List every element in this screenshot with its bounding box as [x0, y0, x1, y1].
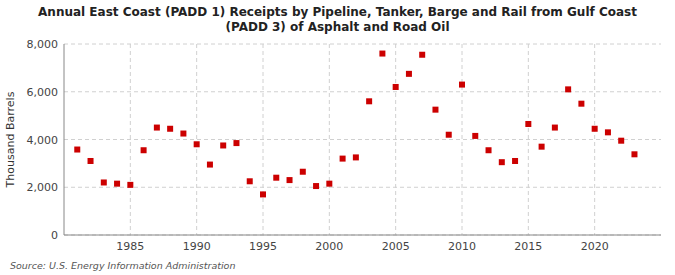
point — [366, 98, 372, 104]
point — [379, 51, 385, 57]
y-tick-label: 8,000 — [27, 38, 59, 51]
title-line: (PADD 3) of Asphalt and Road Oil — [225, 20, 449, 34]
y-grid-line — [64, 235, 661, 236]
point — [459, 82, 465, 88]
point — [525, 121, 531, 127]
point — [446, 132, 452, 138]
y-tick-label: 4,000 — [27, 134, 59, 147]
x-axis-line — [64, 235, 661, 236]
x-grid-line — [528, 44, 529, 235]
point — [247, 178, 253, 184]
point — [101, 179, 107, 185]
x-grid-line — [196, 44, 197, 235]
point — [605, 129, 611, 135]
point — [287, 177, 293, 183]
grid — [64, 44, 661, 235]
point — [340, 156, 346, 162]
x-tick-label: 2010 — [448, 240, 476, 253]
point — [180, 131, 186, 137]
point — [127, 182, 133, 188]
point — [539, 144, 545, 150]
point — [141, 147, 147, 153]
point — [260, 191, 266, 197]
y-tick-label: 0 — [51, 229, 58, 242]
y-tick-label: 2,000 — [27, 181, 59, 194]
x-tick-label: 2000 — [315, 240, 343, 253]
chart-container: Annual East Coast (PADD 1) Receipts by P… — [0, 0, 675, 275]
point — [486, 147, 492, 153]
x-tick-label: 1995 — [249, 240, 277, 253]
point — [432, 107, 438, 113]
point — [154, 125, 160, 131]
chart-svg: Annual East Coast (PADD 1) Receipts by P… — [0, 0, 675, 275]
point — [194, 141, 200, 147]
y-axis-label: Thousand Barrels — [4, 91, 17, 188]
x-grid-line — [594, 44, 595, 235]
point — [313, 183, 319, 189]
x-tick-label: 1990 — [183, 240, 211, 253]
point — [88, 158, 94, 164]
point — [207, 162, 213, 168]
point — [499, 159, 505, 165]
point — [565, 86, 571, 92]
point — [233, 140, 239, 146]
source-note: Source: U.S. Energy Information Administ… — [10, 260, 235, 271]
y-axis-line — [64, 44, 65, 235]
points — [74, 51, 637, 198]
point — [393, 84, 399, 90]
point — [273, 175, 279, 181]
point — [578, 101, 584, 107]
y-tick-label: 6,000 — [27, 86, 59, 99]
point — [618, 138, 624, 144]
x-grid-line — [395, 44, 396, 235]
y-grid-line — [64, 91, 661, 92]
point — [326, 181, 332, 187]
y-grid-line — [64, 44, 661, 45]
point — [300, 169, 306, 175]
y-grid-line — [64, 139, 661, 140]
point — [353, 154, 359, 160]
x-grid-line — [329, 44, 330, 235]
point — [472, 133, 478, 139]
title-line: Annual East Coast (PADD 1) Receipts by P… — [38, 5, 637, 19]
point — [114, 181, 120, 187]
x-tick-label: 1985 — [116, 240, 144, 253]
title: Annual East Coast (PADD 1) Receipts by P… — [38, 5, 637, 34]
point — [220, 142, 226, 148]
x-grid-line — [462, 44, 463, 235]
x-tick-label: 2015 — [514, 240, 542, 253]
x-grid-line — [263, 44, 264, 235]
point — [512, 158, 518, 164]
point — [552, 125, 558, 131]
y-grid-line — [64, 187, 661, 188]
point — [592, 126, 598, 132]
x-grid-line — [130, 44, 131, 235]
point — [74, 147, 80, 153]
x-tick-label: 2005 — [382, 240, 410, 253]
point — [167, 126, 173, 132]
point — [631, 151, 637, 157]
point — [406, 71, 412, 77]
point — [419, 52, 425, 58]
x-tick-label: 2020 — [581, 240, 609, 253]
